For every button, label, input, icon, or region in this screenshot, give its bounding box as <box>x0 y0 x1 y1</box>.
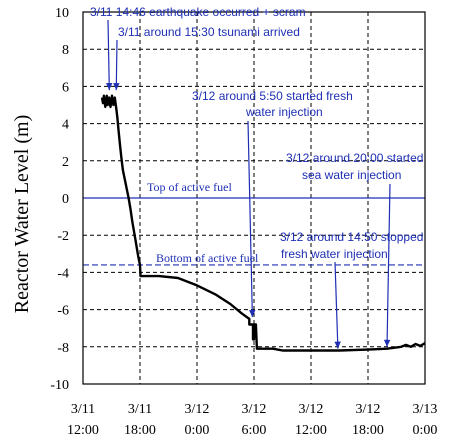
y-tick-label: 4 <box>62 118 69 133</box>
y-tick-label: 0 <box>62 192 69 207</box>
top-of-active-fuel-label: Top of active fuel <box>147 180 232 194</box>
earthquake-annotation: 3/11 14:46 earthquake occurred + scram <box>90 5 306 19</box>
annotation-arrow-head <box>383 339 391 347</box>
y-tick-label: 6 <box>62 80 69 95</box>
x-tick-label-time: 12:00 <box>67 423 99 438</box>
x-tick-label-date: 3/12 <box>299 402 324 417</box>
x-tick-labels: 3/11 12:00 3/11 18:00 3/12 0:00 3/12 6:00 3/12 12… <box>67 402 437 438</box>
plot-series <box>100 94 426 352</box>
annotation-arrow-head <box>113 83 120 91</box>
x-tick-label-date: 3/12 <box>185 402 210 417</box>
fresh-water-start-annotation-line2: water injection <box>245 105 323 119</box>
fresh-water-stop-annotation-line2: fresh water injection <box>281 247 388 261</box>
y-tick-label: -2 <box>57 229 69 244</box>
y-tick-label: -4 <box>57 266 69 281</box>
annotation-arrow-shaft <box>386 183 391 347</box>
annotation-arrow-shaft <box>115 39 118 91</box>
plot-border <box>82 11 426 385</box>
x-tick-label-time: 18:00 <box>124 423 156 438</box>
x-tick-label-time: 0:00 <box>413 423 438 438</box>
x-tick-label-time: 12:00 <box>295 423 327 438</box>
bottom-of-active-fuel-label: Bottom of active fuel <box>156 251 259 265</box>
y-tick-labels: 10 8 6 4 2 0 -2 -4 -6 -8 -10 <box>50 6 69 393</box>
annotation-arrow-shaft <box>107 19 110 91</box>
sea-water-start-annotation-line1: 3/12 around 20:00 started <box>286 151 423 165</box>
annotation-arrow-head <box>105 83 113 91</box>
x-tick-label-date: 3/11 <box>128 402 152 417</box>
y-tick-label: -8 <box>57 341 69 356</box>
annotation-arrow-shaft <box>247 120 253 318</box>
annotation-arrows <box>105 19 391 349</box>
x-tick-label-date: 3/11 <box>71 402 95 417</box>
fresh-water-start-annotation-line1: 3/12 around 5:50 started fresh <box>192 89 353 103</box>
annotation-arrow-shaft <box>334 261 339 349</box>
y-tick-label: -10 <box>50 378 69 393</box>
y-tick-label: -6 <box>57 304 69 319</box>
x-tick-label-time: 0:00 <box>185 423 210 438</box>
sea-water-start-annotation-line2: sea water injection <box>302 168 401 182</box>
y-tick-label: 10 <box>55 6 69 21</box>
annotation-arrow-head <box>249 309 256 318</box>
tsunami-annotation: 3/11 around 15:30 tsunami arrived <box>118 25 300 39</box>
plot-frame <box>82 11 426 385</box>
fresh-water-stop-annotation-line1: 3/12 around 14:50 stopped <box>280 230 423 244</box>
y-axis-label: Reactor Water Level (m) <box>11 115 33 313</box>
x-tick-label-date: 3/12 <box>242 402 267 417</box>
x-tick-label-date: 3/12 <box>356 402 381 417</box>
y-tick-label: 8 <box>62 43 69 58</box>
water-level-series-line <box>100 94 426 352</box>
x-tick-label-time: 18:00 <box>352 423 384 438</box>
x-tick-label-date: 3/13 <box>413 402 438 417</box>
annotation-arrow-head <box>334 341 341 349</box>
x-tick-label-time: 6:00 <box>242 423 267 438</box>
y-tick-label: 2 <box>62 155 69 170</box>
